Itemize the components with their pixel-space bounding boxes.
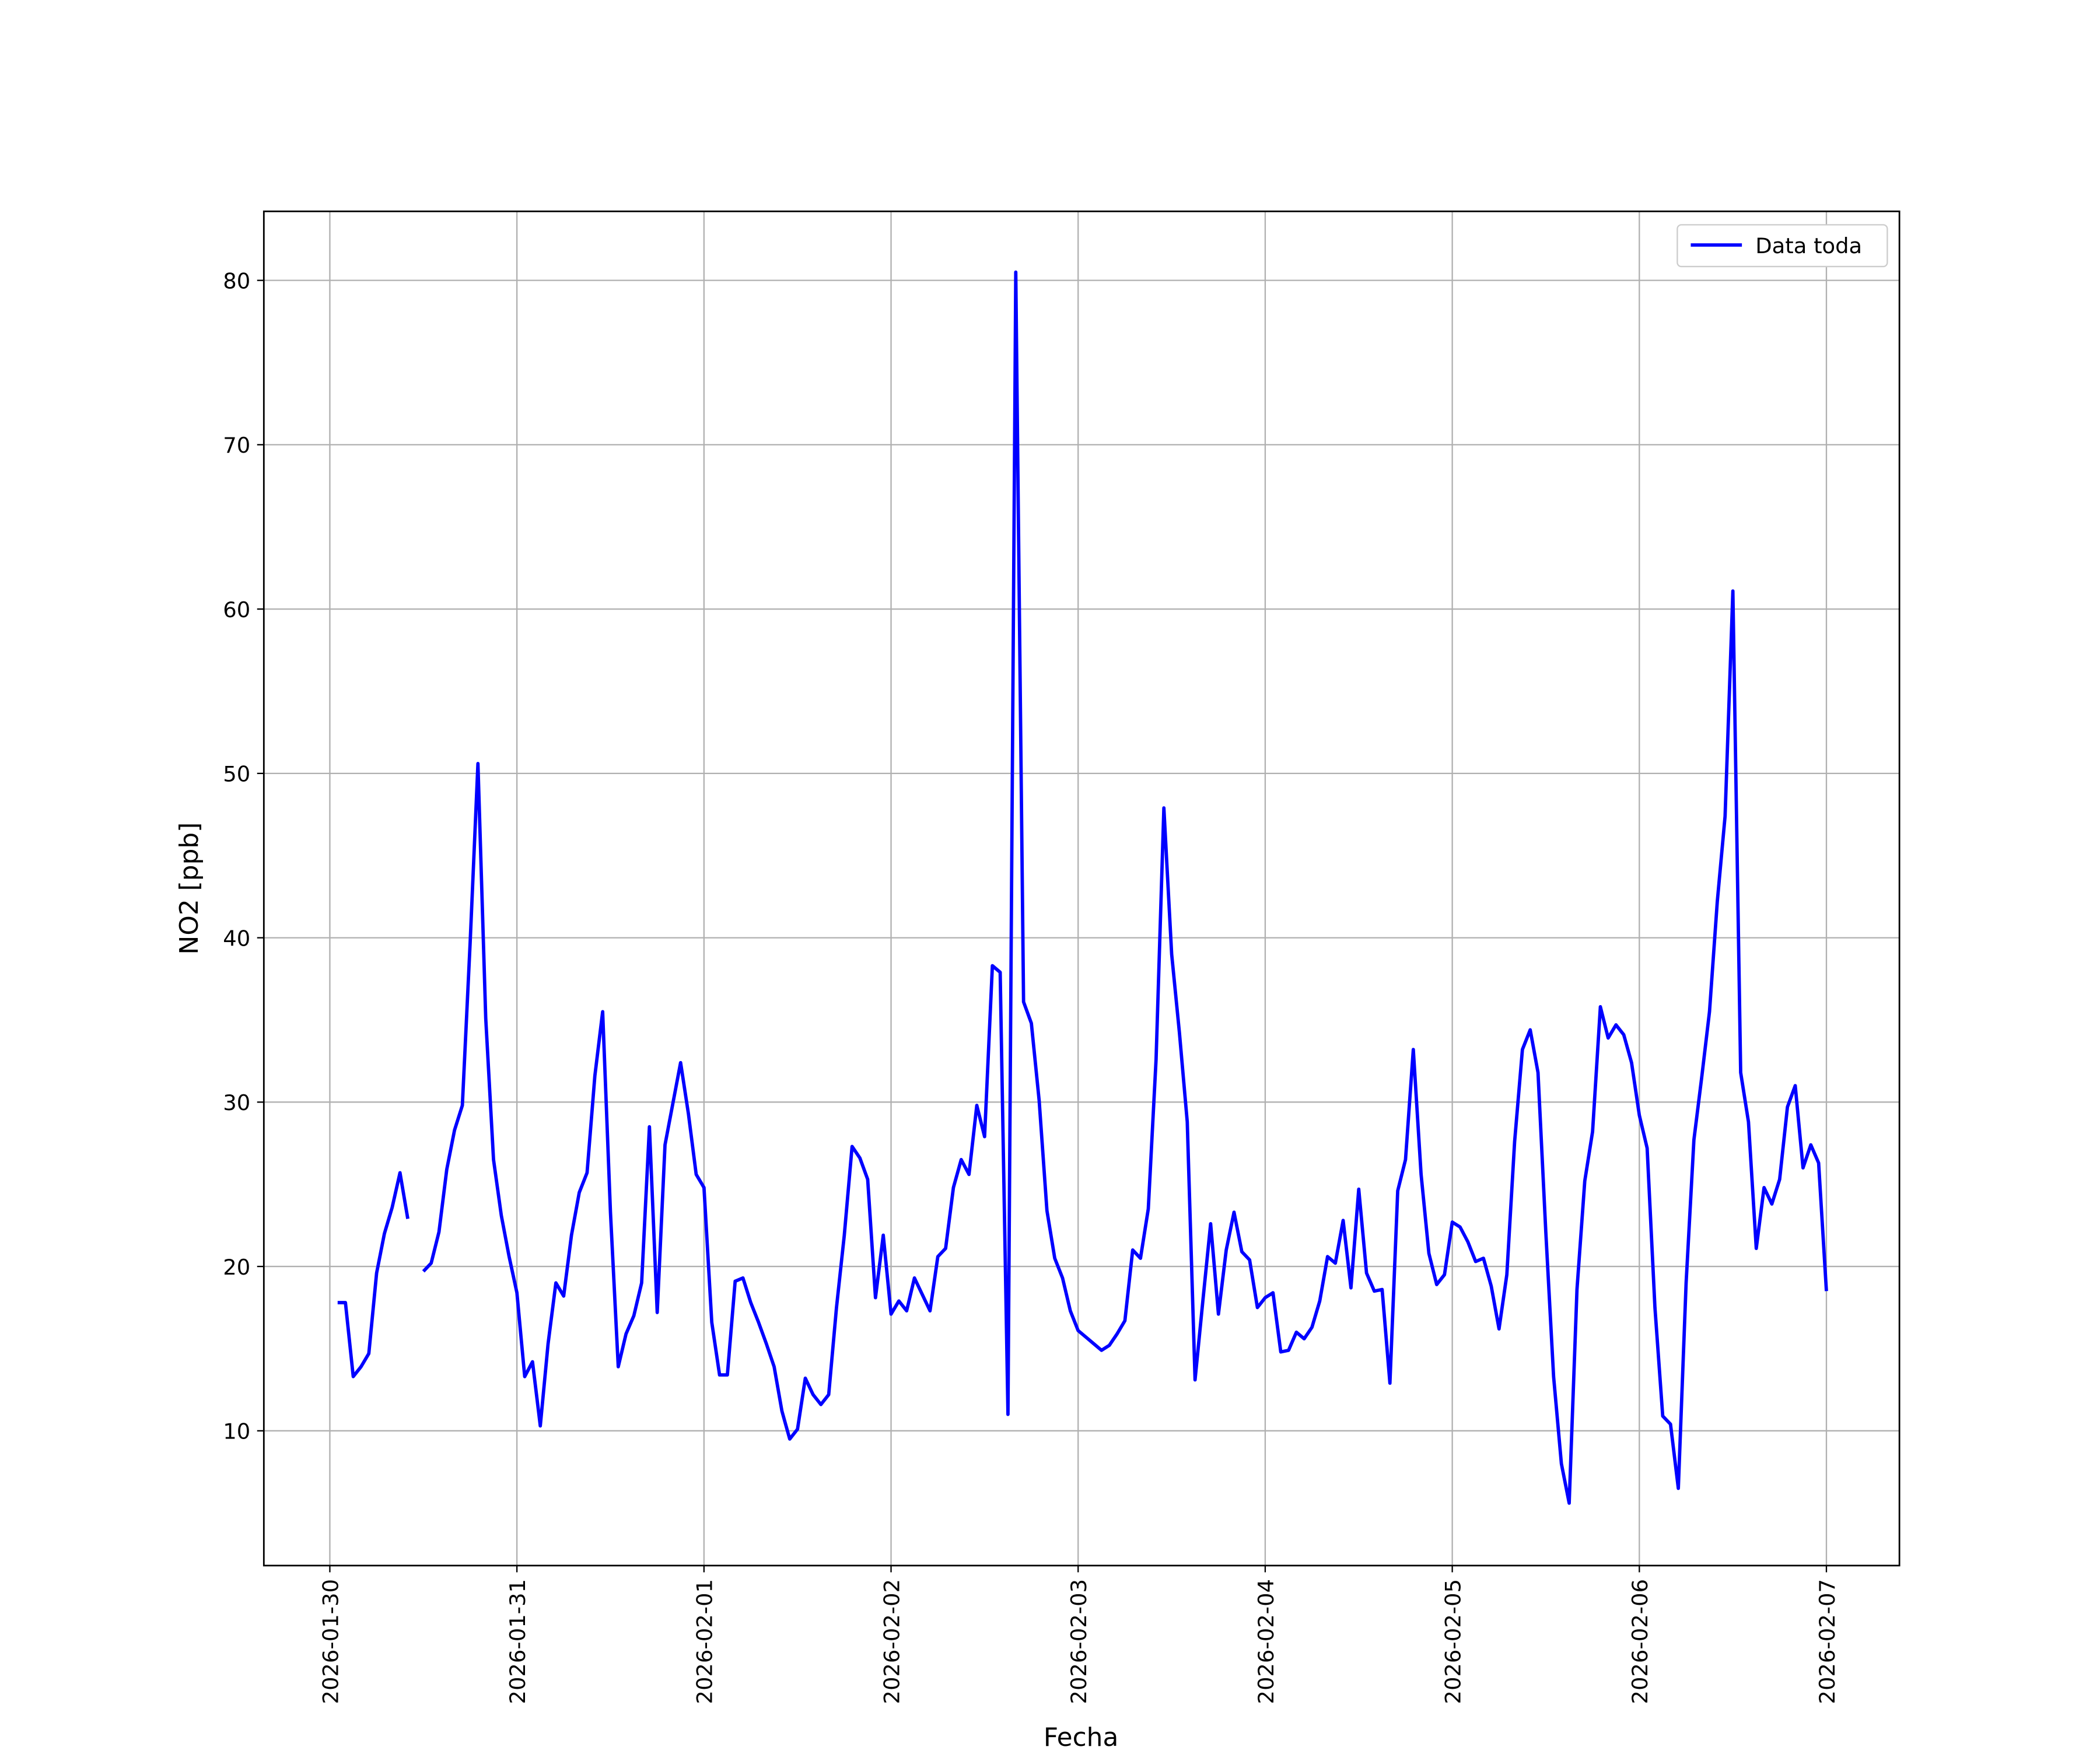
y-tick-label: 70 — [223, 433, 250, 458]
x-tick-label: 2026-02-07 — [1815, 1579, 1840, 1704]
legend-label: Data toda — [1755, 233, 1862, 258]
legend-box — [1676, 224, 1888, 268]
x-tick-label: 2026-02-05 — [1440, 1579, 1465, 1704]
y-tick-label: 20 — [223, 1255, 250, 1280]
x-tick-label: 2026-02-01 — [692, 1579, 718, 1704]
y-tick-label: 60 — [223, 597, 250, 622]
x-tick-label: 2026-02-03 — [1066, 1579, 1091, 1704]
x-axis-label: Fecha — [1044, 1723, 1119, 1750]
x-tick-label: 2026-01-30 — [318, 1579, 343, 1704]
y-tick-label: 10 — [223, 1419, 250, 1444]
x-tick-label: 2026-02-04 — [1254, 1579, 1279, 1704]
x-tick-label: 2026-02-06 — [1628, 1579, 1653, 1704]
x-tick-label: 2026-02-02 — [879, 1579, 904, 1704]
y-tick-label: 80 — [223, 268, 250, 293]
legend: Data toda — [1676, 224, 1888, 268]
y-tick-label: 40 — [223, 926, 250, 951]
y-tick-label: 30 — [223, 1090, 250, 1115]
y-tick-label: 50 — [223, 762, 250, 787]
data-line — [337, 270, 1828, 1505]
x-tick-label: 2026-01-31 — [505, 1579, 530, 1704]
plot-frame — [262, 210, 1901, 1567]
y-axis-label: NO2 [ppb] — [174, 822, 204, 955]
